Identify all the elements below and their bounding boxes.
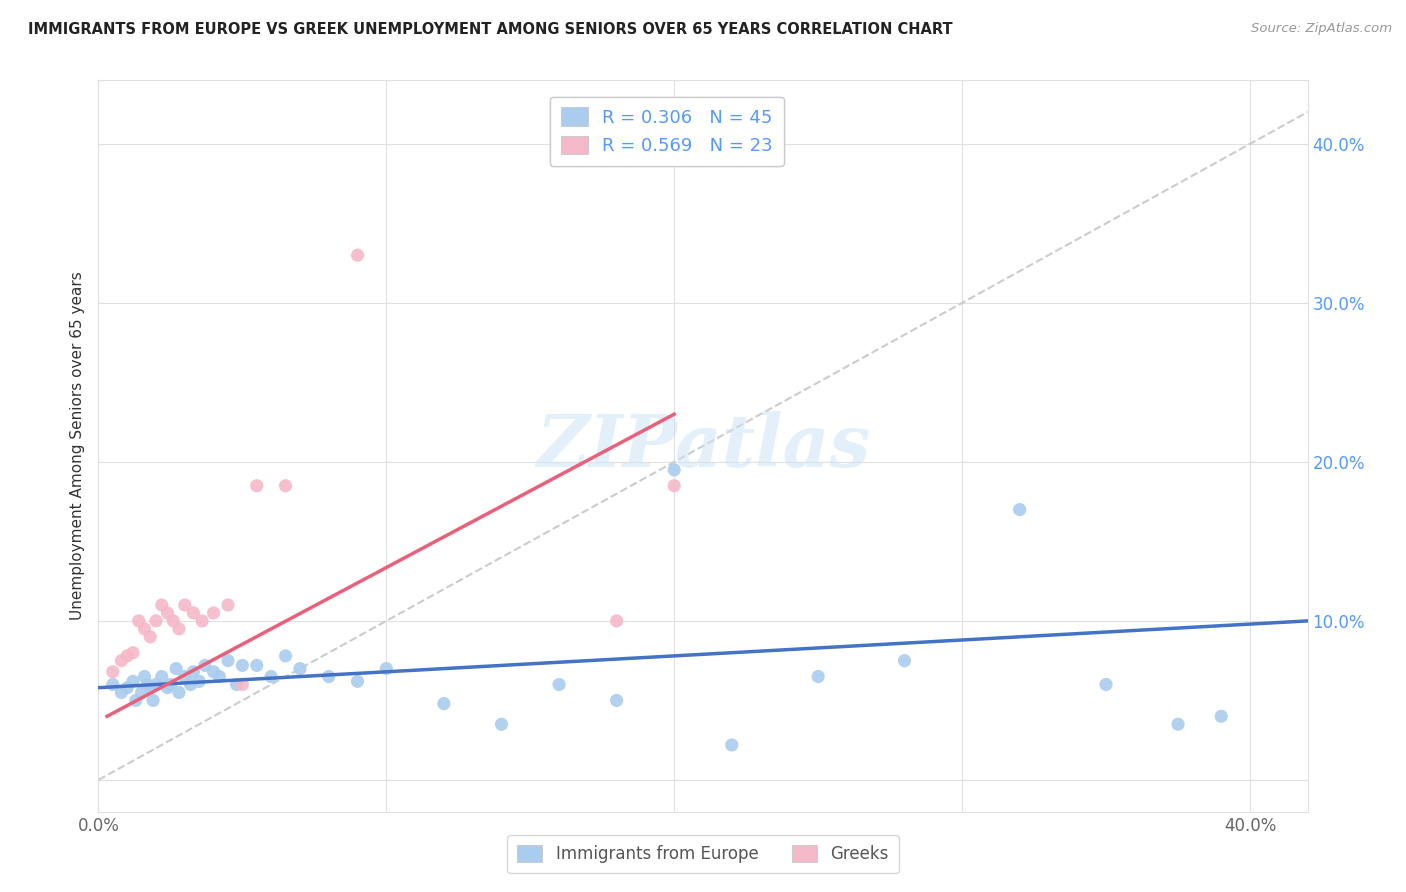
Point: [225, 677, 247, 691]
Point: [165, 662, 187, 676]
Legend: R = 0.306   N = 45, R = 0.569   N = 23: R = 0.306 N = 45, R = 0.569 N = 23: [550, 96, 783, 166]
Point: [128, 614, 150, 628]
Point: [183, 606, 205, 620]
Point: [110, 685, 132, 699]
Point: [1008, 502, 1031, 516]
Point: [173, 669, 195, 683]
Point: [150, 669, 173, 683]
Point: [191, 614, 214, 628]
Point: [159, 677, 181, 691]
Point: [188, 674, 211, 689]
Point: [807, 669, 830, 683]
Point: [231, 677, 253, 691]
Point: [346, 674, 368, 689]
Point: [162, 614, 184, 628]
Point: [274, 479, 297, 493]
Point: [136, 677, 159, 691]
Legend: Immigrants from Europe, Greeks: Immigrants from Europe, Greeks: [508, 835, 898, 873]
Point: [246, 479, 269, 493]
Point: [606, 693, 628, 707]
Point: [180, 677, 202, 691]
Point: [145, 677, 167, 691]
Point: [101, 677, 124, 691]
Point: [246, 658, 269, 673]
Text: IMMIGRANTS FROM EUROPE VS GREEK UNEMPLOYMENT AMONG SENIORS OVER 65 YEARS CORRELA: IMMIGRANTS FROM EUROPE VS GREEK UNEMPLOY…: [28, 22, 953, 37]
Point: [893, 654, 915, 668]
Point: [346, 248, 368, 262]
Point: [122, 646, 145, 660]
Point: [274, 648, 297, 663]
Point: [134, 669, 156, 683]
Point: [433, 697, 456, 711]
Point: [664, 479, 686, 493]
Y-axis label: Unemployment Among Seniors over 65 years: Unemployment Among Seniors over 65 years: [70, 272, 86, 620]
Point: [115, 681, 138, 695]
Point: [208, 669, 231, 683]
Point: [131, 685, 153, 699]
Point: [173, 598, 195, 612]
Point: [183, 665, 205, 679]
Point: [202, 606, 225, 620]
Point: [318, 669, 340, 683]
Point: [231, 658, 253, 673]
Point: [156, 606, 179, 620]
Point: [139, 630, 162, 644]
Point: [491, 717, 513, 731]
Point: [110, 654, 132, 668]
Point: [194, 658, 217, 673]
Point: [606, 614, 628, 628]
Point: [142, 693, 165, 707]
Text: Source: ZipAtlas.com: Source: ZipAtlas.com: [1251, 22, 1392, 36]
Point: [122, 674, 145, 689]
Point: [101, 665, 124, 679]
Point: [260, 669, 283, 683]
Point: [217, 654, 239, 668]
Point: [167, 685, 190, 699]
Point: [1095, 677, 1118, 691]
Point: [125, 693, 148, 707]
Point: [167, 622, 190, 636]
Point: [664, 463, 686, 477]
Point: [288, 662, 311, 676]
Point: [115, 648, 138, 663]
Point: [150, 598, 173, 612]
Point: [1211, 709, 1233, 723]
Point: [134, 622, 156, 636]
Point: [1167, 717, 1189, 731]
Point: [217, 598, 239, 612]
Text: ZIPatlas: ZIPatlas: [536, 410, 870, 482]
Point: [202, 665, 225, 679]
Point: [156, 681, 179, 695]
Point: [548, 677, 571, 691]
Point: [145, 614, 167, 628]
Point: [720, 738, 742, 752]
Point: [139, 681, 162, 695]
Point: [375, 662, 398, 676]
